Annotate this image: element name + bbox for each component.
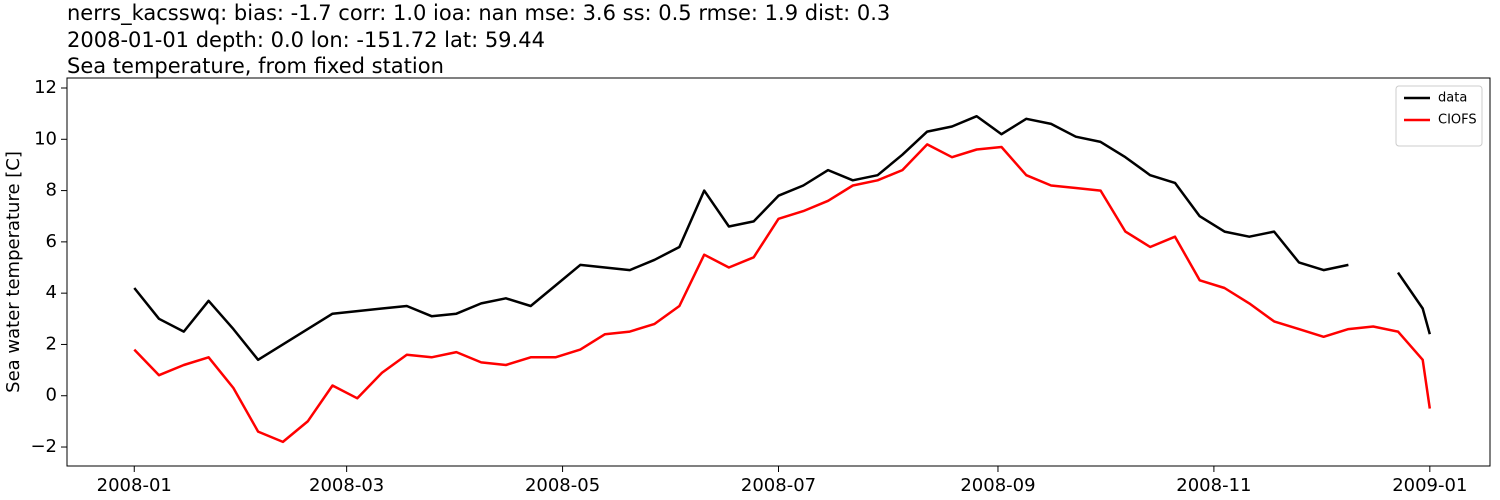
y-tick-label: 12 (34, 77, 57, 98)
y-tick-label: 6 (46, 231, 57, 252)
x-tick-label: 2008-11 (1176, 475, 1251, 496)
x-tick-label: 2008-03 (309, 475, 384, 496)
y-tick-label: 8 (46, 180, 57, 201)
data-line (133, 143, 1432, 444)
legend-box (1395, 85, 1483, 147)
y-axis-label: Sea water temperature [C] (3, 151, 24, 393)
x-tick-label: 2008-01 (97, 475, 172, 496)
y-tick-label: −2 (30, 436, 57, 457)
chart-title: Sea temperature, from fixed station (67, 54, 444, 78)
chart-title: nerrs_kacsswq: bias: -1.7 corr: 1.0 ioa:… (67, 1, 890, 26)
legend-label: data (1438, 91, 1467, 106)
y-tick-label: 10 (34, 128, 57, 149)
x-tick-label: 2009-01 (1392, 475, 1467, 496)
x-tick-label: 2008-07 (741, 475, 816, 496)
x-tick-label: 2008-09 (960, 475, 1035, 496)
legend-label: CIOFS (1438, 113, 1477, 128)
y-tick-label: 2 (46, 333, 57, 354)
data-line (133, 114, 1432, 362)
chart-title: 2008-01-01 depth: 0.0 lon: -151.72 lat: … (67, 28, 545, 52)
x-tick-label: 2008-05 (525, 475, 600, 496)
y-tick-label: 4 (46, 282, 57, 303)
plot-frame (66, 77, 1491, 467)
y-tick-label: 0 (46, 385, 57, 406)
